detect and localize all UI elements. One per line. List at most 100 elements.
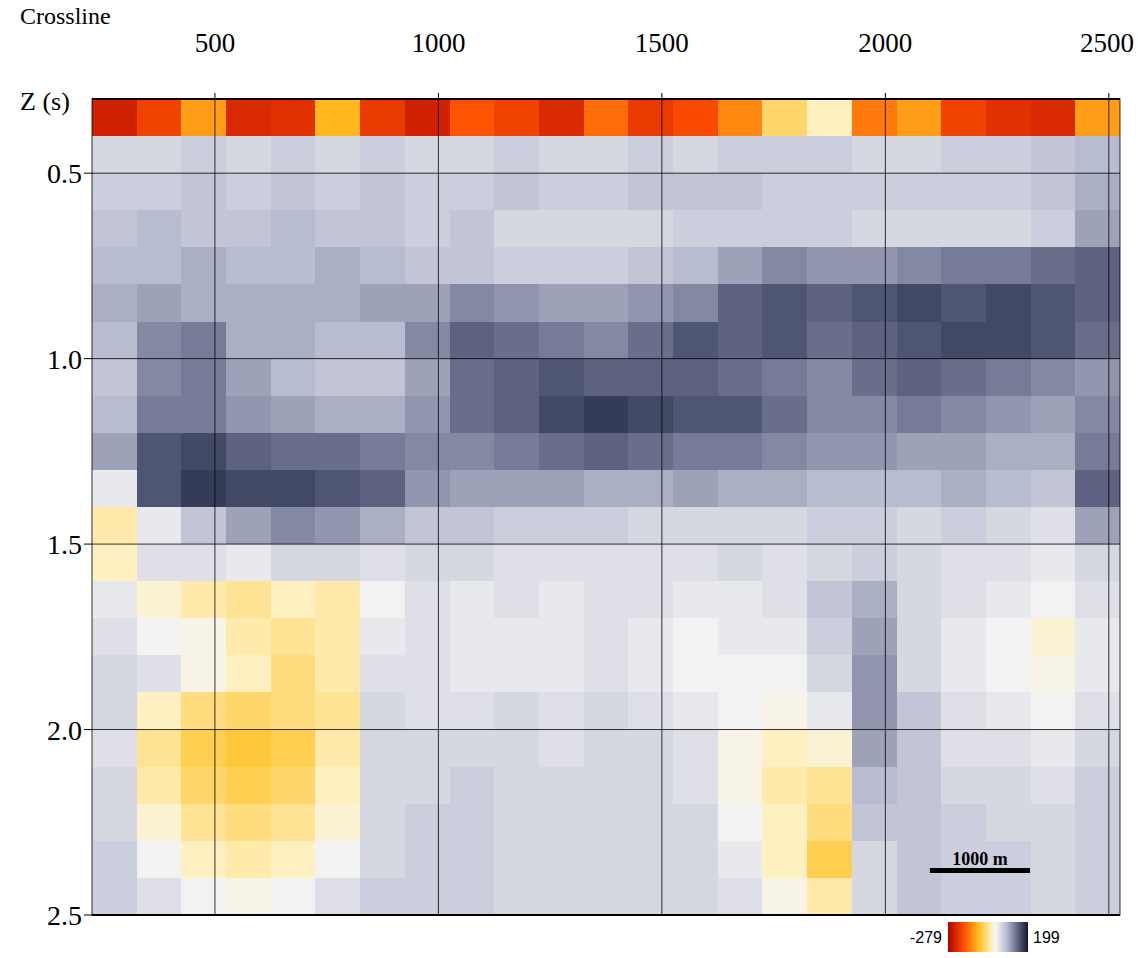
cell	[986, 322, 1031, 360]
cell	[673, 544, 718, 582]
cell	[628, 210, 673, 248]
x-tick	[214, 93, 215, 99]
y-tick	[84, 358, 92, 359]
cell	[1075, 507, 1120, 545]
y-axis-title: Z (s)	[20, 87, 70, 116]
chart: 50010001500200025000.51.01.52.02.5Crossl…	[0, 0, 1138, 958]
cell	[315, 99, 360, 137]
cell	[494, 507, 539, 545]
cell	[181, 841, 226, 879]
cell	[718, 359, 763, 397]
cell	[807, 692, 852, 730]
cell	[718, 730, 763, 768]
cell	[1075, 173, 1120, 211]
cell	[1075, 396, 1120, 434]
cell	[941, 581, 986, 619]
cell	[137, 581, 182, 619]
cell	[450, 396, 495, 434]
cell	[92, 210, 137, 248]
cell	[1031, 173, 1076, 211]
cell	[226, 618, 271, 656]
cell	[1075, 692, 1120, 730]
cell	[405, 173, 450, 211]
cell	[897, 878, 942, 915]
cell	[92, 396, 137, 434]
cell	[405, 247, 450, 285]
cell	[762, 655, 807, 693]
cell	[92, 618, 137, 656]
cell	[226, 544, 271, 582]
cell	[181, 396, 226, 434]
colorbar-tick	[1028, 922, 1029, 952]
cell	[584, 99, 629, 137]
grid-line-y	[92, 173, 1120, 174]
cell	[986, 507, 1031, 545]
cell	[852, 544, 897, 582]
cell	[1075, 544, 1120, 582]
cell	[807, 284, 852, 322]
cell	[450, 730, 495, 768]
cell	[1031, 544, 1076, 582]
cell	[494, 247, 539, 285]
cell	[986, 136, 1031, 174]
cell	[494, 618, 539, 656]
cell	[762, 618, 807, 656]
cell	[718, 433, 763, 471]
cell	[1031, 841, 1076, 879]
cell	[271, 730, 316, 768]
cell	[673, 730, 718, 768]
cell	[807, 396, 852, 434]
cell	[852, 692, 897, 730]
cell	[584, 581, 629, 619]
cell	[807, 767, 852, 805]
cell	[181, 730, 226, 768]
cell	[1031, 396, 1076, 434]
cell	[986, 581, 1031, 619]
cell	[897, 804, 942, 842]
cell	[718, 99, 763, 137]
cell	[941, 730, 986, 768]
cell	[271, 322, 316, 360]
cell	[539, 507, 584, 545]
cell	[941, 544, 986, 582]
cell	[673, 322, 718, 360]
cell	[1075, 136, 1120, 174]
cell	[852, 878, 897, 915]
x-axis-title: Crossline	[20, 3, 111, 29]
cell	[271, 655, 316, 693]
cell	[897, 284, 942, 322]
cell	[92, 730, 137, 768]
grid-line-y	[92, 915, 1120, 916]
cell	[852, 284, 897, 322]
cell	[628, 655, 673, 693]
cell	[271, 878, 316, 915]
cell	[718, 618, 763, 656]
cell	[360, 767, 405, 805]
cell	[852, 804, 897, 842]
grid-line-x	[1108, 99, 1109, 915]
cell	[137, 730, 182, 768]
cell	[271, 433, 316, 471]
cell	[1031, 618, 1076, 656]
cell	[897, 767, 942, 805]
cell	[852, 767, 897, 805]
cell	[807, 507, 852, 545]
cell	[137, 655, 182, 693]
cell	[315, 173, 360, 211]
cell	[181, 470, 226, 508]
cell	[360, 322, 405, 360]
cell	[494, 544, 539, 582]
cell	[897, 581, 942, 619]
cell	[360, 433, 405, 471]
cell	[941, 173, 986, 211]
cell	[315, 618, 360, 656]
cell	[226, 655, 271, 693]
cell	[271, 99, 316, 137]
cell	[315, 396, 360, 434]
cell	[628, 767, 673, 805]
cell	[405, 730, 450, 768]
cell	[226, 99, 271, 137]
cell	[852, 359, 897, 397]
cell	[181, 618, 226, 656]
cell	[628, 470, 673, 508]
